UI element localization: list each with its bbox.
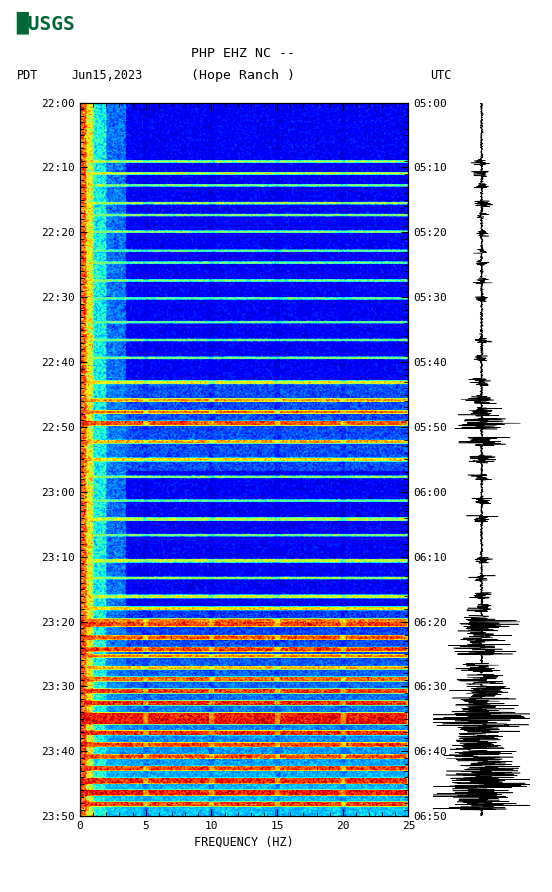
Text: PHP EHZ NC --: PHP EHZ NC -- xyxy=(191,47,295,60)
Text: UTC: UTC xyxy=(431,70,452,82)
Text: █USGS: █USGS xyxy=(17,11,75,34)
X-axis label: FREQUENCY (HZ): FREQUENCY (HZ) xyxy=(194,835,294,848)
Text: (Hope Ranch ): (Hope Ranch ) xyxy=(191,70,295,82)
Text: PDT: PDT xyxy=(17,70,38,82)
Text: Jun15,2023: Jun15,2023 xyxy=(72,70,143,82)
